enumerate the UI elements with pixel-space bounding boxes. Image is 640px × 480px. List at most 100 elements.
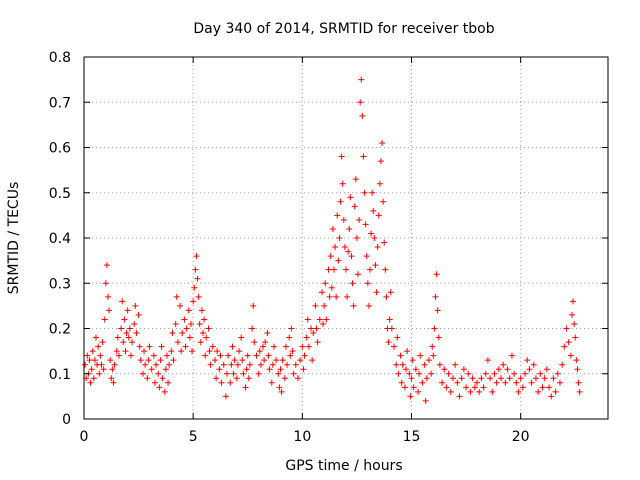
data-point <box>397 352 404 359</box>
data-point <box>576 388 583 395</box>
data-point <box>84 352 91 359</box>
data-point <box>261 357 268 364</box>
data-point <box>120 339 127 346</box>
data-point <box>423 375 430 382</box>
data-point <box>170 357 177 364</box>
data-point <box>195 293 202 300</box>
data-point <box>404 348 411 355</box>
data-point <box>367 266 374 273</box>
data-point <box>419 379 426 386</box>
data-point <box>347 194 354 201</box>
y-tick-label: 0.8 <box>49 50 71 66</box>
x-axis-label: GPS time / hours <box>285 458 402 474</box>
data-point <box>131 320 138 327</box>
data-point <box>365 302 372 309</box>
data-point <box>126 325 133 332</box>
data-point <box>352 176 359 183</box>
data-point <box>179 330 186 337</box>
x-tick-labels: 0 5 10 15 20 <box>80 429 530 445</box>
data-point <box>528 379 535 386</box>
data-point <box>273 357 280 364</box>
data-point <box>375 212 382 219</box>
data-point <box>114 334 121 341</box>
data-point <box>429 343 436 350</box>
data-point <box>415 388 422 395</box>
data-point <box>443 384 450 391</box>
data-point <box>349 280 356 287</box>
data-point <box>222 393 229 400</box>
data-point <box>463 384 470 391</box>
data-point <box>376 180 383 187</box>
data-points <box>82 76 583 404</box>
data-point <box>432 293 439 300</box>
data-point <box>357 99 364 106</box>
data-point <box>155 370 162 377</box>
data-point <box>543 366 550 373</box>
data-point <box>161 388 168 395</box>
data-point <box>146 343 153 350</box>
data-point <box>329 225 336 232</box>
data-point <box>308 325 315 332</box>
data-point <box>119 298 126 305</box>
data-point <box>216 366 223 373</box>
data-point <box>568 311 575 318</box>
data-point <box>115 352 122 359</box>
data-point <box>323 316 330 323</box>
data-point <box>193 253 200 260</box>
data-point <box>346 225 353 232</box>
data-point <box>374 244 381 251</box>
data-point <box>186 334 193 341</box>
data-point <box>362 221 369 228</box>
data-point <box>407 393 414 400</box>
data-point <box>359 112 366 119</box>
data-point <box>535 388 542 395</box>
y-tick-label: 0.3 <box>49 276 71 292</box>
data-point <box>286 334 293 341</box>
data-point <box>90 375 97 382</box>
data-point <box>458 375 465 382</box>
data-point <box>550 375 557 382</box>
data-point <box>447 388 454 395</box>
data-point <box>399 361 406 368</box>
data-point <box>233 375 240 382</box>
data-point <box>225 352 232 359</box>
data-point <box>314 339 321 346</box>
data-point <box>91 357 98 364</box>
data-point <box>368 230 375 237</box>
data-point <box>385 339 392 346</box>
data-point <box>391 343 398 350</box>
axis-ticks <box>83 56 608 420</box>
data-point <box>183 325 190 332</box>
y-tick-label: 0.6 <box>49 141 71 157</box>
data-point <box>238 334 245 341</box>
data-point <box>109 366 116 373</box>
data-point <box>199 330 206 337</box>
data-point <box>168 348 175 355</box>
data-point <box>276 384 283 391</box>
data-point <box>206 348 213 355</box>
data-point <box>574 366 581 373</box>
data-point <box>97 352 104 359</box>
data-point <box>454 379 461 386</box>
data-point <box>321 302 328 309</box>
data-point <box>467 388 474 395</box>
data-point <box>355 271 362 278</box>
data-point <box>524 357 531 364</box>
data-point <box>196 320 203 327</box>
data-point <box>201 316 208 323</box>
data-point <box>513 379 520 386</box>
data-point <box>561 343 568 350</box>
data-point <box>249 325 256 332</box>
data-point <box>480 384 487 391</box>
data-point <box>340 216 347 223</box>
data-point <box>388 325 395 332</box>
data-point <box>301 352 308 359</box>
data-point <box>213 375 220 382</box>
data-point <box>122 348 129 355</box>
data-point <box>89 348 96 355</box>
data-point <box>353 235 360 241</box>
data-point <box>242 384 249 391</box>
data-point <box>86 357 93 364</box>
data-point <box>209 343 216 350</box>
data-point <box>410 384 417 391</box>
